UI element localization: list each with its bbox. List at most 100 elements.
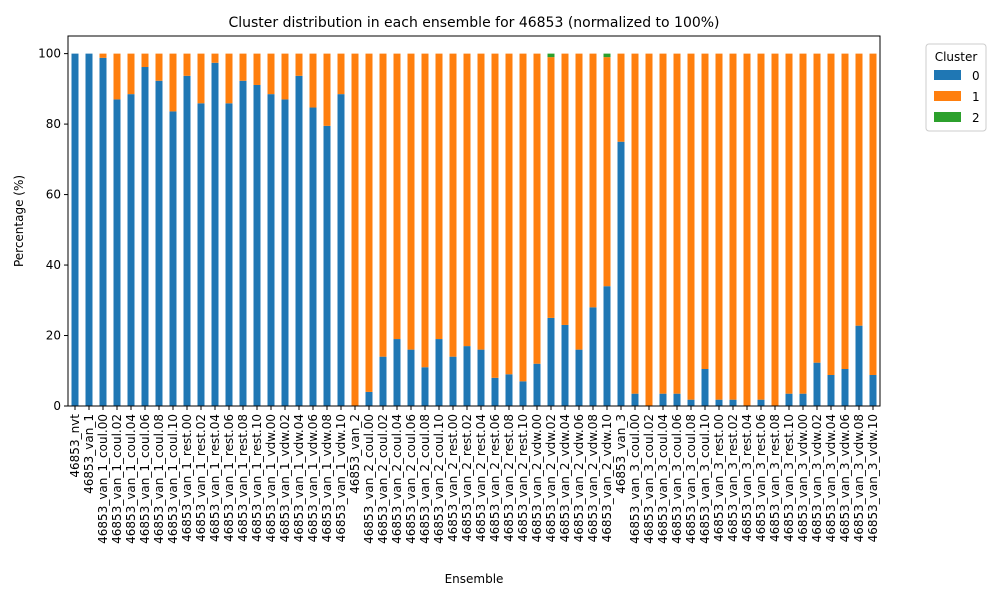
- x-tick-label: 46853_van_2_vdw.06: [572, 414, 586, 542]
- bar-cluster-1: [463, 53, 471, 347]
- x-tick-label: 46853_van_3_coul.06: [670, 414, 684, 544]
- x-tick-label: 46853_van_2_rest.00: [446, 414, 460, 542]
- x-tick-label: 46853_van_1_vdw.02: [278, 414, 292, 542]
- x-tick-label: 46853_van_1_rest.00: [180, 414, 194, 542]
- legend-label-2: 2: [972, 111, 980, 125]
- x-tick-label: 46853_van_3_vdw.06: [838, 414, 852, 542]
- plot-frame: [67, 35, 881, 407]
- bar-cluster-0: [127, 94, 135, 406]
- x-tick-label: 46853_van_2_coul.02: [376, 414, 390, 544]
- bar-cluster-1: [659, 53, 667, 394]
- x-tick-label: 46853_van_2_coul.06: [404, 414, 418, 544]
- x-tick-label: 46853_van_2_vdw.02: [544, 414, 558, 542]
- legend-swatch-0: [934, 70, 961, 80]
- x-axis-label: Ensemble: [445, 572, 504, 586]
- bar-cluster-0: [631, 393, 639, 406]
- bar-cluster-1: [575, 53, 583, 350]
- x-tick-label: 46853_van_2_coul.08: [418, 414, 432, 544]
- x-tick-label: 46853_van_2_rest.08: [502, 414, 516, 542]
- bar-cluster-0: [239, 80, 247, 406]
- chart-title: Cluster distribution in each ensemble fo…: [228, 15, 719, 31]
- bar-cluster-1: [421, 53, 429, 368]
- y-tick-label: 60: [46, 188, 61, 202]
- bar-cluster-1: [337, 53, 345, 95]
- y-tick-label: 20: [46, 329, 61, 343]
- bar-cluster-1: [379, 53, 387, 357]
- bar-cluster-0: [491, 377, 499, 406]
- bar-cluster-1: [771, 53, 779, 407]
- bar-cluster-1: [323, 53, 331, 126]
- bar-cluster-1: [281, 53, 289, 100]
- bar-cluster-0: [183, 75, 191, 406]
- bar-cluster-1: [295, 53, 303, 76]
- x-tick-label: 46853_van_2_coul.10: [432, 414, 446, 544]
- bar-cluster-0: [519, 381, 527, 406]
- x-tick-label: 46853_van_1: [82, 414, 96, 494]
- x-tick-label: 46853_van_1_rest.10: [250, 414, 264, 542]
- bar-cluster-1: [813, 53, 821, 363]
- x-tick-label: 46853_van_2_vdw.04: [558, 414, 572, 542]
- x-tick-label: 46853_van_2_rest.02: [460, 414, 474, 542]
- x-tick-label: 46853_van_3_coul.08: [684, 414, 698, 544]
- legend-label-0: 0: [972, 69, 980, 83]
- y-axis-label: Percentage (%): [12, 175, 26, 267]
- x-tick-label: 46853_van_2_rest.04: [474, 414, 488, 542]
- bar-cluster-0: [435, 339, 443, 406]
- x-tick-label: 46853_van_1_vdw.04: [292, 414, 306, 542]
- bar-cluster-1: [491, 53, 499, 378]
- x-tick-label: 46853_van_3_coul.00: [628, 414, 642, 544]
- x-tick-label: 46853_van_3_rest.06: [754, 414, 768, 542]
- x-tick-label: 46853_van_2_rest.06: [488, 414, 502, 542]
- x-tick-label: 46853_van_1_rest.04: [208, 414, 222, 542]
- bar-cluster-0: [71, 53, 79, 407]
- bar-cluster-0: [603, 286, 611, 406]
- bar-cluster-0: [701, 369, 709, 406]
- bar-cluster-0: [295, 75, 303, 406]
- x-tick-label: 46853_van_1_rest.08: [236, 414, 250, 542]
- x-tick-label: 46853_van_1_rest.02: [194, 414, 208, 542]
- bar-cluster-1: [141, 53, 149, 68]
- bar-cluster-0: [813, 362, 821, 406]
- bar-cluster-0: [855, 325, 863, 406]
- bar-cluster-0: [197, 103, 205, 407]
- bar-cluster-0: [617, 141, 625, 406]
- y-axis: 0 20 40 60 80 100: [38, 47, 68, 413]
- bar-cluster-0: [267, 94, 275, 406]
- x-tick-label: 46853_van_2_vdw.08: [586, 414, 600, 542]
- bar-cluster-1: [365, 53, 373, 392]
- x-tick-label: 46853_van_2: [348, 414, 362, 494]
- bar-cluster-0: [365, 391, 373, 406]
- bar-cluster-0: [659, 393, 667, 406]
- bar-cluster-0: [589, 307, 597, 406]
- bar-cluster-0: [449, 356, 457, 406]
- x-tick-label: 46853_van_3_coul.02: [642, 414, 656, 544]
- bar-cluster-1: [351, 53, 359, 407]
- bar-cluster-0: [253, 84, 261, 406]
- x-tick-label: 46853_van_1_coul.10: [166, 414, 180, 544]
- bar-cluster-1: [589, 53, 597, 308]
- bar-cluster-0: [141, 67, 149, 406]
- x-tick-label: 46853_van_1_vdw.08: [320, 414, 334, 542]
- bar-cluster-0: [225, 103, 233, 407]
- bar-cluster-1: [757, 53, 765, 400]
- x-tick-label: 46853_van_2_coul.04: [390, 414, 404, 544]
- bar-cluster-0: [337, 94, 345, 406]
- x-tick-label: 46853_van_3_rest.02: [726, 414, 740, 542]
- legend-swatch-2: [934, 112, 961, 122]
- bar-cluster-2: [603, 53, 611, 58]
- x-axis: 46853_nvt 46853_van_1 46853_van_1_coul.00 4…: [68, 406, 880, 544]
- bar-cluster-1: [183, 53, 191, 76]
- bar-cluster-1: [561, 53, 569, 325]
- bar-cluster-1: [505, 53, 513, 375]
- bar-cluster-1: [841, 53, 849, 370]
- bar-cluster-0: [85, 53, 93, 407]
- bar-cluster-1: [603, 57, 611, 287]
- bar-cluster-0: [827, 374, 835, 406]
- x-tick-label: 46853_van_3: [614, 414, 628, 494]
- bar-cluster-1: [225, 53, 233, 104]
- bar-cluster-1: [701, 53, 709, 370]
- y-tick-label: 40: [46, 258, 61, 272]
- bar-cluster-0: [113, 99, 121, 407]
- x-tick-label: 46853_van_3_rest.10: [782, 414, 796, 542]
- bar-cluster-1: [547, 57, 555, 318]
